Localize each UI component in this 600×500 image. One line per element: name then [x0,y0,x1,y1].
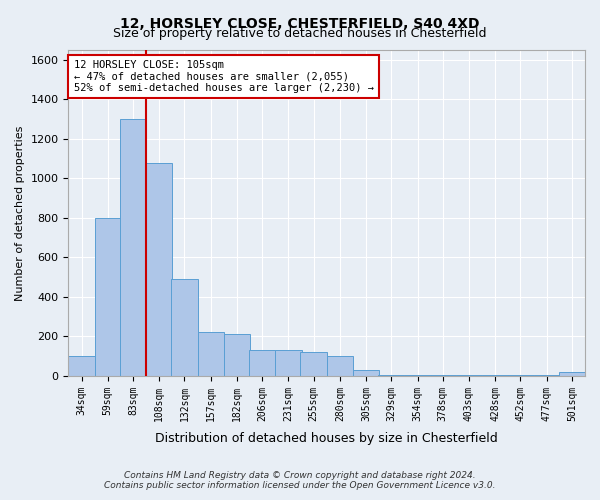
Bar [95,218,121,376]
Text: 12, HORSLEY CLOSE, CHESTERFIELD, S40 4XD: 12, HORSLEY CLOSE, CHESTERFIELD, S40 4XD [120,18,480,32]
Bar [404,375,431,376]
Bar [456,375,482,376]
Bar [172,279,197,376]
Text: Size of property relative to detached houses in Chesterfield: Size of property relative to detached ho… [113,28,487,40]
Bar [275,350,302,376]
Y-axis label: Number of detached properties: Number of detached properties [15,126,25,300]
Bar [327,356,353,376]
X-axis label: Distribution of detached houses by size in Chesterfield: Distribution of detached houses by size … [155,432,498,445]
Bar [249,350,275,376]
Bar [353,370,379,376]
Bar [146,162,172,376]
Bar [533,375,560,376]
Bar [430,375,456,376]
Text: 12 HORSLEY CLOSE: 105sqm
← 47% of detached houses are smaller (2,055)
52% of sem: 12 HORSLEY CLOSE: 105sqm ← 47% of detach… [74,60,374,93]
Bar [68,356,95,376]
Bar [301,352,327,376]
Bar [197,332,224,376]
Bar [508,375,533,376]
Bar [559,372,585,376]
Text: Contains HM Land Registry data © Crown copyright and database right 2024.
Contai: Contains HM Land Registry data © Crown c… [104,470,496,490]
Bar [378,375,404,376]
Bar [120,119,146,376]
Bar [482,375,508,376]
Bar [224,334,250,376]
